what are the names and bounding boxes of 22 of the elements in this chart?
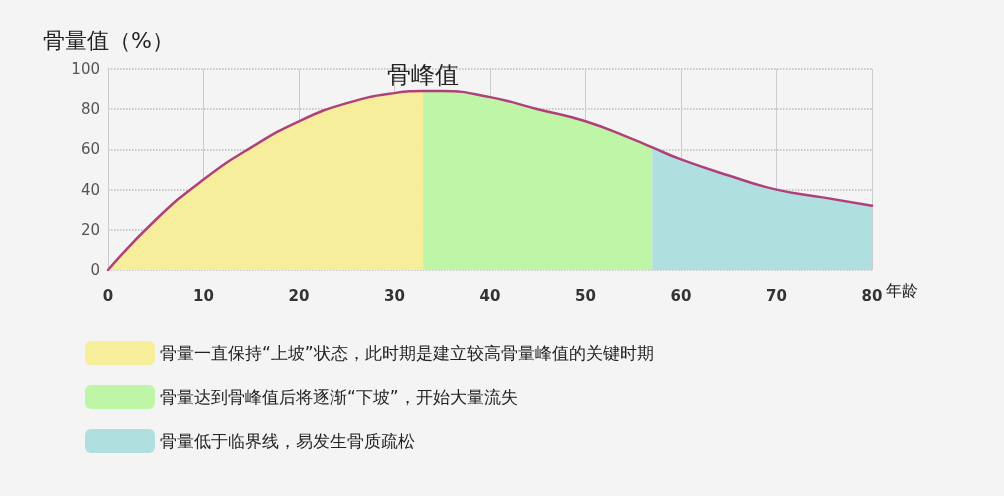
line-series <box>106 89 874 272</box>
legend-label: 骨量低于临界线，易发生骨质疏松 <box>160 431 415 451</box>
x-tick-label: 20 <box>288 286 310 305</box>
x-tick-label: 30 <box>384 286 405 305</box>
x-axis-title: 年龄 <box>886 280 919 300</box>
y-tick-label: 100 <box>71 60 100 78</box>
annotation: 骨峰值 <box>387 61 460 90</box>
x-tick-label: 80 <box>861 286 883 305</box>
legend-label: 骨量达到骨峰值后将逐渐“下坡”，开始大量流失 <box>160 387 518 407</box>
x-tick-label: 50 <box>575 286 596 305</box>
x-tick-label: 40 <box>479 286 501 305</box>
y-tick-label: 0 <box>90 261 100 279</box>
y-tick-label: 40 <box>80 180 100 199</box>
x-tick-label: 70 <box>766 286 787 305</box>
y-tick-label: 80 <box>80 100 100 119</box>
y-axis-title: 骨量值（%） <box>43 27 174 53</box>
legend-label: 骨量一直保持“上坡”状态，此时期是建立较高骨量峰值的关键时期 <box>160 343 654 363</box>
y-tick-label: 20 <box>80 220 100 239</box>
x-tick-label: 60 <box>670 286 692 305</box>
x-tick-label: 10 <box>193 286 214 305</box>
x-tick-label: 0 <box>102 286 114 305</box>
y-tick-label: 60 <box>80 140 100 159</box>
